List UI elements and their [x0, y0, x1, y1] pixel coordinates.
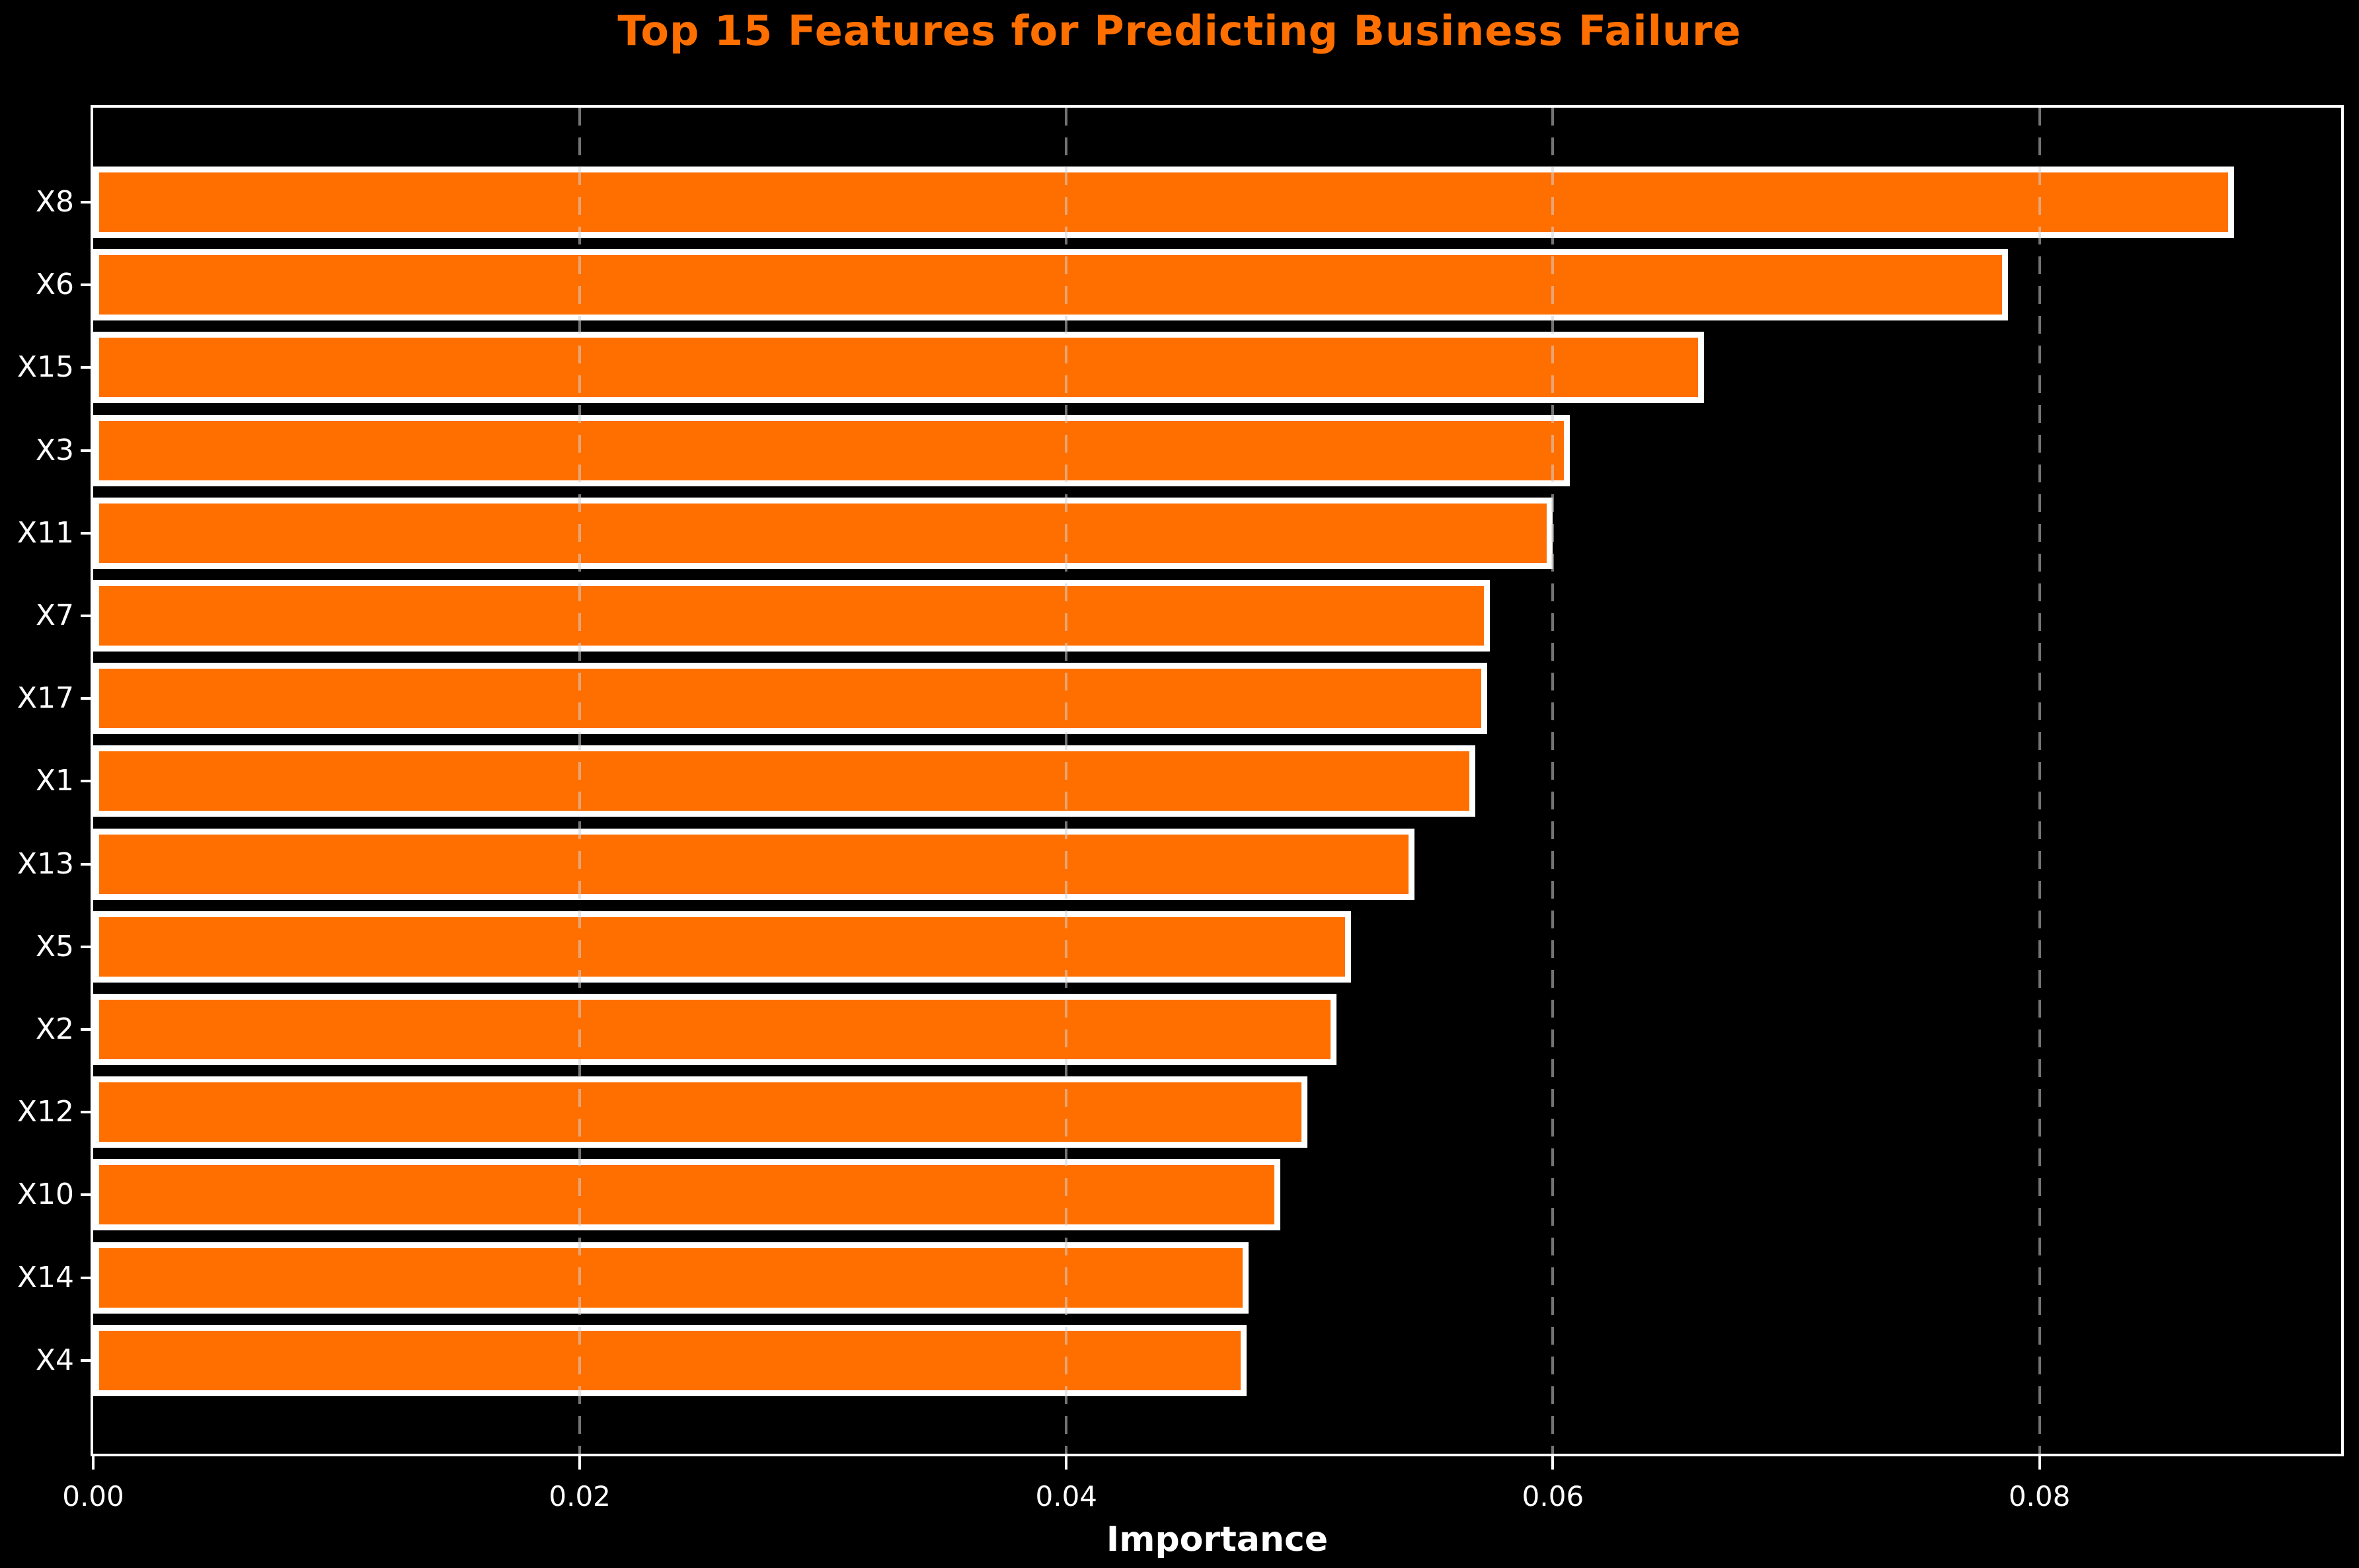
- y-tick-label-x8: X8: [35, 185, 74, 219]
- bar-x8: [93, 167, 2235, 238]
- y-tick-label-x4: X4: [35, 1343, 74, 1377]
- bar-x2: [93, 994, 1336, 1065]
- bar-x4: [93, 1324, 1247, 1396]
- bar-x17: [93, 663, 1488, 735]
- y-tick-label-x11: X11: [17, 515, 74, 550]
- gridline-0.02: [578, 108, 582, 1454]
- y-tick-label-x7: X7: [35, 599, 74, 632]
- bar-x6: [93, 249, 2008, 321]
- y-tick-label-x10: X10: [17, 1177, 74, 1212]
- bar-x3: [93, 414, 1570, 486]
- y-tick-label-x17: X17: [17, 681, 74, 716]
- x-tick-mark: [2038, 1456, 2041, 1470]
- x-tick-mark: [578, 1456, 582, 1470]
- bar-x7: [93, 580, 1490, 652]
- x-tick-label-0.08: 0.08: [2008, 1480, 2071, 1512]
- x-axis-label: Importance: [1106, 1520, 1329, 1559]
- chart-title: Top 15 Features for Predicting Business …: [617, 7, 1742, 55]
- y-tick-mark: [81, 283, 91, 287]
- bar-x12: [93, 1076, 1307, 1148]
- y-tick-mark: [81, 697, 91, 700]
- y-tick-label-x5: X5: [35, 929, 74, 963]
- bar-x15: [93, 332, 1704, 404]
- y-tick-mark: [81, 1028, 91, 1031]
- y-tick-mark: [81, 449, 91, 452]
- y-tick-label-x13: X13: [17, 846, 74, 881]
- gridline-0.06: [1551, 108, 1555, 1454]
- x-tick-mark: [1065, 1456, 1068, 1470]
- gridline-0.04: [1065, 108, 1068, 1454]
- bar-x14: [93, 1242, 1249, 1314]
- y-tick-mark: [81, 531, 91, 535]
- y-tick-mark: [81, 1193, 91, 1197]
- y-tick-mark: [81, 945, 91, 948]
- y-tick-mark: [81, 1276, 91, 1279]
- y-tick-label-x6: X6: [35, 268, 74, 302]
- plot-area: [91, 105, 2344, 1456]
- y-tick-mark: [81, 366, 91, 369]
- x-tick-mark: [92, 1456, 95, 1470]
- y-tick-label-x1: X1: [35, 764, 74, 798]
- y-tick-label-x14: X14: [17, 1260, 74, 1294]
- y-tick-mark: [81, 615, 91, 617]
- x-tick-label-0.00: 0.00: [62, 1480, 124, 1512]
- y-tick-mark: [81, 1111, 91, 1114]
- gridline-0.08: [2038, 108, 2041, 1454]
- y-tick-label-x15: X15: [17, 350, 74, 385]
- y-tick-mark: [81, 1359, 91, 1362]
- x-tick-label-0.04: 0.04: [1035, 1480, 1098, 1512]
- bar-x13: [93, 828, 1414, 900]
- bar-x11: [93, 497, 1553, 569]
- bar-x10: [93, 1159, 1281, 1231]
- bar-x5: [93, 911, 1351, 983]
- y-tick-label-x3: X3: [35, 433, 74, 467]
- y-tick-mark: [81, 201, 91, 204]
- y-tick-mark: [81, 780, 91, 783]
- x-tick-mark: [1551, 1456, 1555, 1470]
- y-tick-label-x2: X2: [35, 1012, 74, 1046]
- x-tick-label-0.02: 0.02: [549, 1480, 611, 1512]
- y-tick-mark: [81, 862, 91, 866]
- bar-x1: [93, 745, 1475, 817]
- y-tick-label-x12: X12: [17, 1095, 74, 1129]
- x-tick-label-0.06: 0.06: [1522, 1480, 1584, 1512]
